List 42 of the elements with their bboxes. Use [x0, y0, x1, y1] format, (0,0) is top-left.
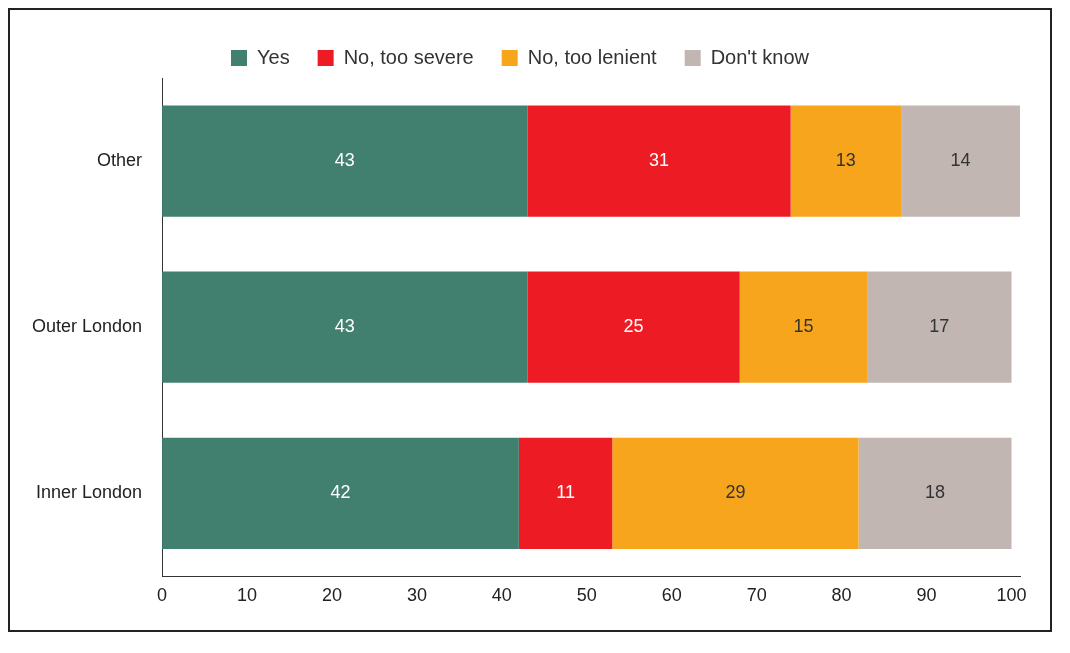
data-label: 25: [623, 316, 644, 337]
bar: [162, 271, 528, 383]
y-tick-label: Outer London: [31, 316, 143, 337]
x-tick-label: 0: [157, 585, 168, 606]
bar: [518, 437, 613, 549]
data-label: 13: [835, 150, 856, 171]
bar: [901, 105, 1020, 217]
legend-label: Don't know: [710, 45, 810, 68]
x-tick-label: 50: [576, 585, 597, 606]
data-label: 42: [330, 482, 351, 503]
bar: [858, 437, 1012, 549]
x-tick-label: 30: [406, 585, 427, 606]
data-label: 15: [793, 316, 814, 337]
bar: [612, 437, 859, 549]
y-tick-label: Inner London: [35, 482, 143, 503]
data-label: 14: [950, 150, 971, 171]
bar: [527, 105, 791, 217]
legend-label: No, too severe: [343, 45, 474, 68]
x-tick-label: 90: [916, 585, 937, 606]
x-tick-label: 40: [491, 585, 512, 606]
bar: [162, 105, 528, 217]
data-label: 17: [929, 316, 950, 337]
x-tick-label: 60: [661, 585, 682, 606]
bar: [162, 437, 519, 549]
data-label: 43: [334, 150, 355, 171]
bar: [739, 271, 868, 383]
legend-label: Yes: [257, 45, 290, 68]
x-tick-label: 10: [237, 585, 258, 606]
x-tick-label: 100: [996, 585, 1027, 606]
data-label: 29: [725, 482, 746, 503]
legend-label: No, too lenient: [527, 45, 658, 68]
x-tick-label: 70: [746, 585, 767, 606]
bar: [790, 105, 902, 217]
bar: [527, 271, 740, 383]
x-tick-label: 20: [321, 585, 342, 606]
y-tick-label: Other: [97, 150, 143, 171]
data-label: 11: [556, 482, 575, 503]
data-label: 43: [334, 316, 355, 337]
data-label: 31: [648, 150, 670, 171]
bar: [867, 271, 1012, 383]
data-label: 18: [925, 482, 946, 503]
x-tick-label: 80: [831, 585, 852, 606]
